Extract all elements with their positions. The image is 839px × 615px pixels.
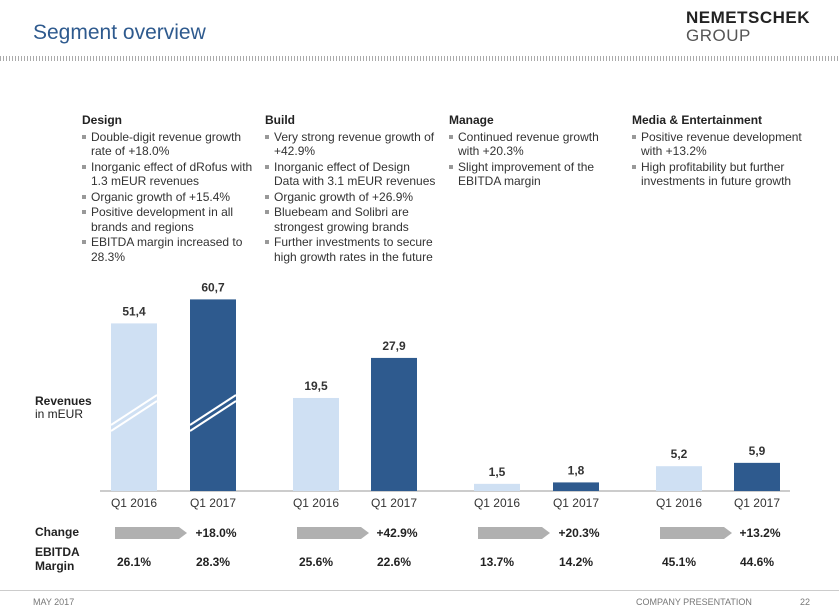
ebitda-value: 28.3% xyxy=(196,555,230,569)
ebitda-label: EBITDA xyxy=(35,545,80,559)
bullet: Bluebeam and Solibri are strongest growi… xyxy=(265,205,437,234)
x-tick-label: Q1 2017 xyxy=(734,496,780,510)
segment-title: Design xyxy=(82,113,123,127)
segment: Media & Entertainment Positive revenue de… xyxy=(632,113,804,190)
value-label: 1,8 xyxy=(568,463,585,477)
segment-title: Manage xyxy=(449,113,494,127)
logo-sub: GROUP xyxy=(686,26,751,45)
ebitda-value: 22.6% xyxy=(377,555,411,569)
ebitda-value: 44.6% xyxy=(740,555,774,569)
value-label: 1,5 xyxy=(489,465,506,479)
change-label: Change xyxy=(35,525,79,539)
page-number: 22 xyxy=(800,597,811,607)
bar xyxy=(111,323,157,491)
footer-line xyxy=(0,590,839,591)
change-arrow xyxy=(660,527,732,539)
bullet: Inorganic effect of dRofus with 1.3 mEUR… xyxy=(82,160,254,189)
x-tick-label: Q1 2016 xyxy=(656,496,702,510)
bullet: Positive development in all brands and r… xyxy=(82,205,254,234)
ebitda-value: 13.7% xyxy=(480,555,514,569)
logo: NEMETSCHEK xyxy=(686,8,811,27)
x-tick-label: Q1 2016 xyxy=(293,496,339,510)
x-tick-label: Q1 2016 xyxy=(474,496,520,510)
change-value: +42.9% xyxy=(376,526,417,540)
x-tick-label: Q1 2016 xyxy=(111,496,157,510)
y-axis-label: in mEUR xyxy=(35,407,83,421)
ebitda-value: 26.1% xyxy=(117,555,151,569)
value-label: 60,7 xyxy=(201,280,225,294)
value-label: 5,2 xyxy=(671,447,688,461)
value-label: 27,9 xyxy=(382,339,406,353)
axis-break xyxy=(110,400,158,432)
axis-break xyxy=(189,394,237,426)
title: Segment overview xyxy=(33,21,206,44)
change-value: +20.3% xyxy=(558,526,599,540)
bullet: Double-digit revenue growth rate of +18.… xyxy=(82,130,254,159)
y-axis-label: Revenues xyxy=(35,394,92,408)
segment-title: Build xyxy=(265,113,295,127)
bullet: High profitability but further investmen… xyxy=(632,160,804,189)
bar xyxy=(734,462,780,491)
axis-break xyxy=(189,400,237,432)
bullet: Slight improvement of the EBITDA margin xyxy=(449,160,621,189)
bar xyxy=(474,483,520,491)
x-tick-label: Q1 2017 xyxy=(553,496,599,510)
bullet: Positive revenue development with +13.2% xyxy=(632,130,804,159)
change-value: +13.2% xyxy=(739,526,780,540)
ebitda-label: Margin xyxy=(35,559,74,573)
value-label: 5,9 xyxy=(749,444,766,458)
bullet: Further investments to secure high growt… xyxy=(265,235,437,264)
change-value: +18.0% xyxy=(195,526,236,540)
footer-label: COMPANY PRESENTATION xyxy=(636,597,752,607)
change-arrow xyxy=(115,527,187,539)
segment-title: Media & Entertainment xyxy=(632,113,763,127)
footer-date: MAY 2017 xyxy=(33,597,75,607)
segment: Manage Continued revenue growth with +20.… xyxy=(449,113,621,190)
bar xyxy=(293,397,339,491)
ebitda-value: 25.6% xyxy=(299,555,333,569)
bar xyxy=(656,466,702,491)
bullet: Organic growth of +26.9% xyxy=(265,190,437,205)
value-label: 19,5 xyxy=(304,379,328,393)
x-tick-label: Q1 2017 xyxy=(371,496,417,510)
value-label: 51,4 xyxy=(122,304,146,318)
bar xyxy=(371,357,417,491)
bullet: EBITDA margin increased to 28.3% xyxy=(82,235,254,264)
bullet: Very strong revenue growth of +42.9% xyxy=(265,130,437,159)
ebitda-value: 14.2% xyxy=(559,555,593,569)
bullet: Continued revenue growth with +20.3% xyxy=(449,130,621,159)
segment: Design Double-digit revenue growth rate o… xyxy=(82,113,254,265)
divider xyxy=(0,56,839,61)
change-arrow xyxy=(478,527,550,539)
axis-break xyxy=(110,394,158,426)
bar xyxy=(190,299,236,491)
bullet: Organic growth of +15.4% xyxy=(82,190,254,205)
x-tick-label: Q1 2017 xyxy=(190,496,236,510)
bar xyxy=(553,482,599,491)
segment: Build Very strong revenue growth of +42.9… xyxy=(265,113,437,265)
bullet: Inorganic effect of Design Data with 3.1… xyxy=(265,160,437,189)
change-arrow xyxy=(297,527,369,539)
ebitda-value: 45.1% xyxy=(662,555,696,569)
